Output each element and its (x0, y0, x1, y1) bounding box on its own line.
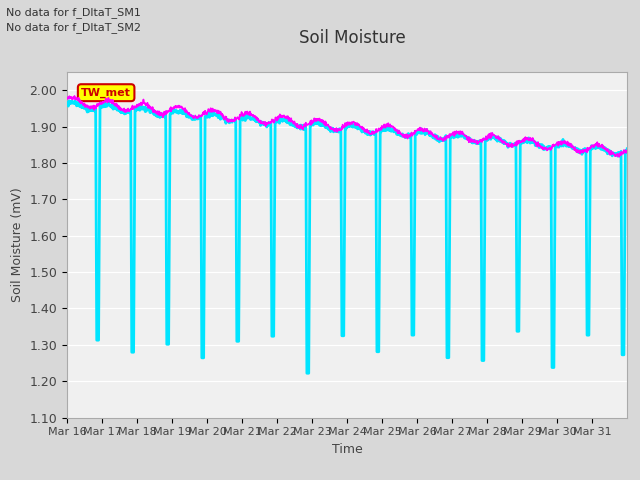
Text: No data for f_DltaT_SM2: No data for f_DltaT_SM2 (6, 22, 141, 33)
X-axis label: Time: Time (332, 443, 363, 456)
Text: Soil Moisture: Soil Moisture (299, 29, 405, 47)
Text: TW_met: TW_met (81, 87, 131, 98)
Text: No data for f_DltaT_SM1: No data for f_DltaT_SM1 (6, 7, 141, 18)
Y-axis label: Soil Moisture (mV): Soil Moisture (mV) (11, 187, 24, 302)
